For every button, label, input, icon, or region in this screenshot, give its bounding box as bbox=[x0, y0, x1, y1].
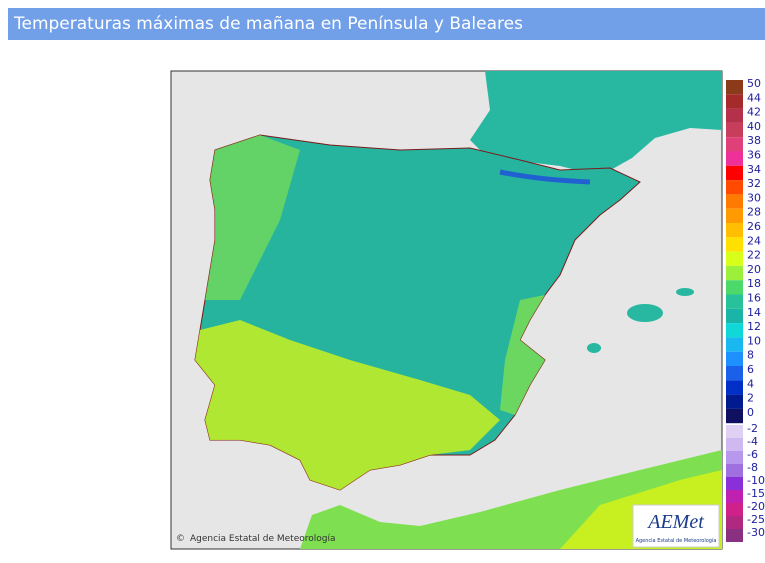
legend-label: -25 bbox=[747, 513, 765, 526]
legend-label: 12 bbox=[747, 320, 761, 333]
legend-swatch bbox=[726, 280, 743, 295]
legend-label: 24 bbox=[747, 234, 761, 247]
legend-label: 42 bbox=[747, 106, 761, 119]
legend-label: 2 bbox=[747, 392, 754, 405]
legend-swatch bbox=[726, 323, 743, 338]
legend-swatch bbox=[726, 490, 743, 503]
legend-swatch bbox=[726, 464, 743, 477]
warm-southwest bbox=[195, 320, 500, 490]
legend-swatch bbox=[726, 366, 743, 381]
legend-label: 4 bbox=[747, 377, 754, 390]
legend-label: 40 bbox=[747, 120, 761, 133]
legend-swatch bbox=[726, 137, 743, 152]
legend-label: 38 bbox=[747, 134, 761, 147]
legend-swatch bbox=[726, 208, 743, 223]
pyrenees-cold bbox=[499, 169, 591, 185]
legend-label: 26 bbox=[747, 220, 761, 233]
legend-label: 6 bbox=[747, 363, 754, 376]
credit-icon: © bbox=[176, 534, 185, 544]
legend-swatch bbox=[726, 308, 743, 324]
legend-swatch bbox=[726, 265, 743, 281]
ibiza bbox=[587, 343, 601, 353]
logo: AEMet bbox=[646, 511, 704, 533]
legend-label: 10 bbox=[747, 334, 761, 347]
legend-label: -10 bbox=[747, 474, 765, 487]
legend-swatch bbox=[726, 294, 743, 309]
legend-swatch bbox=[726, 122, 743, 138]
legend-swatch bbox=[726, 408, 743, 424]
legend-swatch bbox=[726, 516, 743, 529]
legend-label: 36 bbox=[747, 149, 761, 162]
mallorca bbox=[627, 304, 663, 322]
legend-label: -2 bbox=[747, 422, 758, 435]
legend-label: 16 bbox=[747, 292, 761, 305]
legend-label: 22 bbox=[747, 249, 761, 262]
legend-label: 34 bbox=[747, 163, 761, 176]
legend-swatch bbox=[726, 194, 743, 209]
legend-label: -15 bbox=[747, 487, 765, 500]
legend-label: 32 bbox=[747, 177, 761, 190]
legend-swatch bbox=[726, 451, 743, 464]
legend-swatch bbox=[726, 477, 743, 490]
legend-label: 18 bbox=[747, 277, 761, 290]
legend-swatch bbox=[726, 94, 743, 109]
legend-label: 44 bbox=[747, 91, 761, 104]
logo-box bbox=[632, 504, 720, 548]
legend-label: -6 bbox=[747, 448, 758, 461]
menorca bbox=[676, 288, 694, 296]
logo-subtitle: Agencia Estatal de Meteorología bbox=[636, 537, 717, 544]
legend-swatch bbox=[726, 151, 743, 166]
legend-swatch bbox=[726, 425, 743, 438]
legend-label: 30 bbox=[747, 191, 761, 204]
legend-swatch bbox=[726, 529, 743, 542]
legend-label: -8 bbox=[747, 461, 758, 474]
legend-swatch bbox=[726, 237, 743, 252]
legend-label: 14 bbox=[747, 306, 761, 319]
legend-label: 28 bbox=[747, 206, 761, 219]
warm-east bbox=[500, 295, 545, 415]
legend-label: -4 bbox=[747, 435, 758, 448]
credit: Agencia Estatal de Meteorología bbox=[190, 534, 336, 544]
legend-label: -20 bbox=[747, 500, 765, 513]
legend-label: 50 bbox=[747, 77, 761, 90]
france bbox=[470, 71, 722, 176]
legend-label: 0 bbox=[747, 406, 754, 419]
legend-swatch bbox=[726, 180, 743, 195]
legend-swatch bbox=[726, 351, 743, 366]
legend-label: -30 bbox=[747, 526, 765, 539]
legend-swatch bbox=[726, 165, 743, 181]
legend-swatch bbox=[726, 438, 743, 451]
legend-swatch bbox=[726, 337, 743, 352]
legend: 5044424038363432302826242220181614121086… bbox=[726, 77, 765, 542]
legend-swatch bbox=[726, 80, 743, 95]
legend-swatch bbox=[726, 394, 743, 409]
legend-swatch bbox=[726, 251, 743, 266]
legend-label: 8 bbox=[747, 349, 754, 362]
legend-swatch bbox=[726, 108, 743, 123]
legend-label: 20 bbox=[747, 263, 761, 276]
legend-swatch bbox=[726, 223, 743, 238]
legend-swatch bbox=[726, 503, 743, 516]
warm-northwest bbox=[205, 135, 300, 300]
legend-swatch bbox=[726, 380, 743, 395]
page-title: Temperaturas máximas de mañana en Peníns… bbox=[8, 8, 765, 40]
